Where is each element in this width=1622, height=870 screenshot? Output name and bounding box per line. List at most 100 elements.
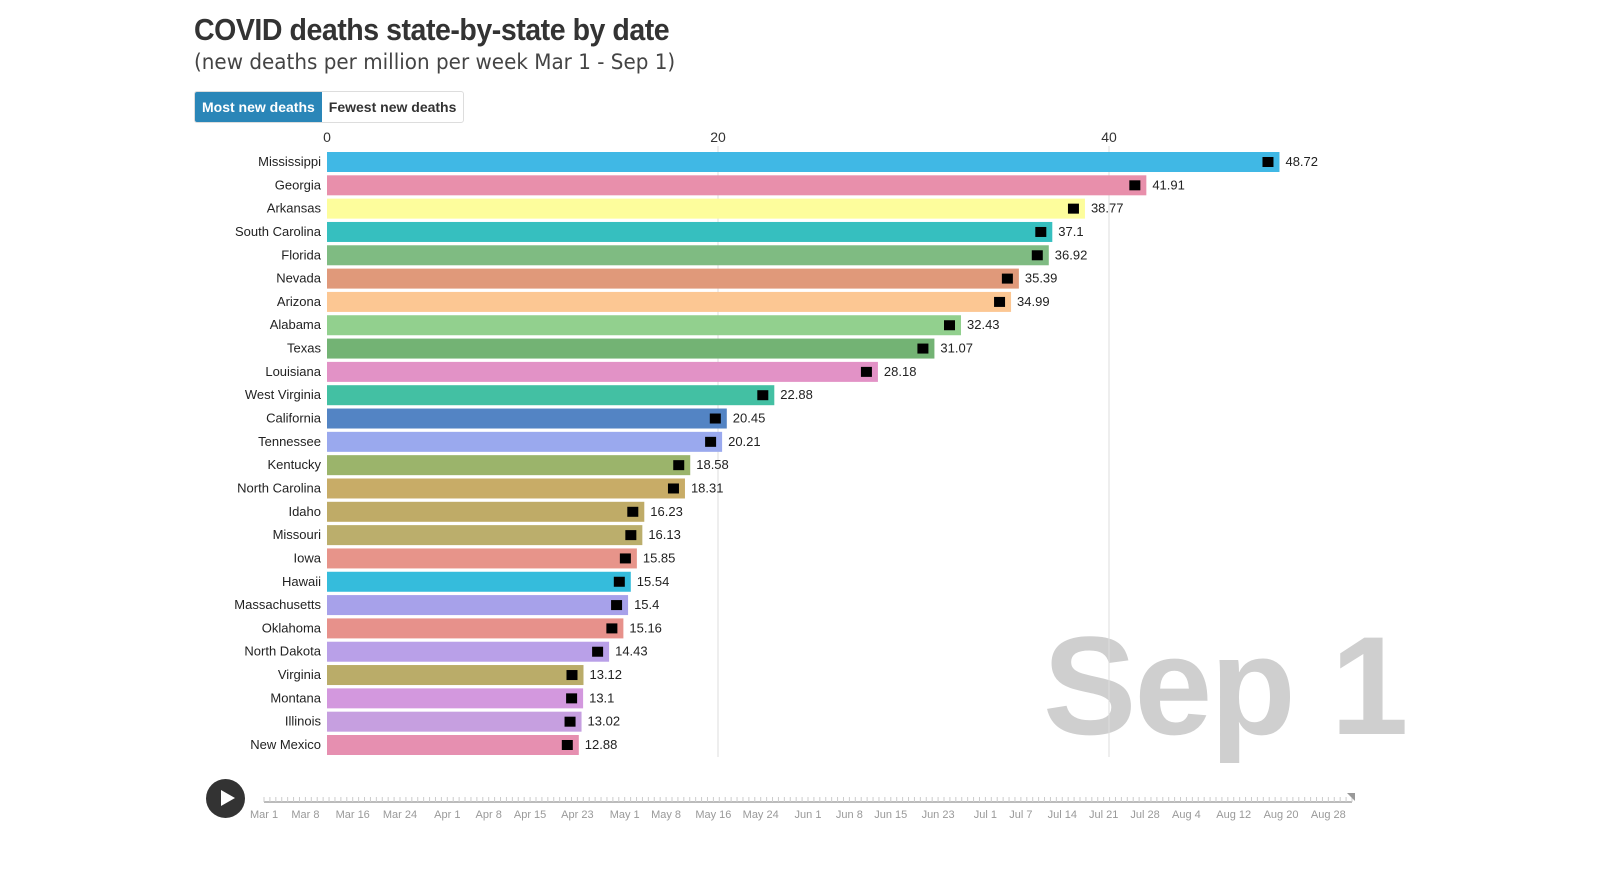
- category-label: California: [266, 411, 322, 426]
- value-label: 38.77: [1091, 201, 1124, 216]
- bar: [327, 501, 645, 522]
- x-tick-label: 20: [710, 129, 726, 145]
- state-shape-icon: [613, 576, 625, 587]
- current-date-label: Sep 1: [1043, 607, 1409, 764]
- timeline-label: May 24: [743, 809, 779, 821]
- play-button[interactable]: [206, 779, 245, 818]
- timeline-label: May 16: [695, 809, 731, 821]
- category-label: Oklahoma: [262, 620, 322, 635]
- state-shape-icon: [757, 390, 769, 401]
- category-label: West Virginia: [245, 387, 322, 402]
- value-label: 15.4: [634, 597, 659, 612]
- state-shape-icon: [561, 740, 573, 750]
- timeline-handle[interactable]: [1347, 793, 1355, 801]
- category-label: Florida: [281, 247, 322, 262]
- state-shape-icon: [625, 530, 637, 541]
- state-shape-icon: [1129, 180, 1141, 191]
- state-shape-icon: [667, 483, 679, 494]
- category-label: Nevada: [276, 271, 322, 286]
- category-label: Massachusetts: [234, 597, 321, 612]
- value-label: 35.39: [1025, 271, 1058, 286]
- value-label: 41.91: [1152, 177, 1185, 192]
- value-label: 16.23: [650, 504, 683, 519]
- state-shape-icon: [709, 413, 721, 424]
- bar: [327, 548, 637, 569]
- category-label: Tennessee: [258, 434, 321, 449]
- bar: [327, 525, 643, 546]
- bar: [327, 431, 723, 452]
- state-shape-icon: [705, 436, 717, 447]
- fewest-new-deaths-button[interactable]: Fewest new deaths: [328, 99, 457, 115]
- timeline-label: Apr 8: [476, 809, 502, 821]
- timeline-label: Apr 23: [561, 809, 593, 821]
- category-label: Arizona: [277, 294, 322, 309]
- state-shape-icon: [994, 296, 1006, 307]
- timeline-label: Jun 15: [874, 809, 907, 821]
- bar: [327, 315, 962, 336]
- value-label: 31.07: [940, 341, 973, 356]
- bar: [327, 618, 624, 639]
- bar: [327, 385, 775, 406]
- timeline-label: Apr 1: [434, 809, 460, 821]
- value-label: 12.88: [585, 737, 618, 752]
- bar: [327, 688, 584, 709]
- sort-toggle: Most new deaths Fewest new deaths: [194, 91, 465, 123]
- value-label: 36.92: [1055, 247, 1088, 262]
- bar: [327, 152, 1280, 172]
- value-label: 28.18: [884, 364, 917, 379]
- category-label: Alabama: [270, 317, 322, 332]
- bar: [327, 571, 631, 592]
- timeline-label: Jul 14: [1048, 809, 1077, 821]
- timeline-label: Aug 20: [1264, 809, 1299, 821]
- value-label: 32.43: [967, 317, 1000, 332]
- value-label: 15.16: [629, 620, 662, 635]
- bar: [327, 221, 1053, 242]
- bar: [327, 641, 610, 662]
- x-tick-label: 40: [1101, 129, 1117, 145]
- value-label: 14.43: [615, 644, 648, 659]
- timeline-label: Aug 12: [1216, 809, 1251, 821]
- most-new-deaths-button[interactable]: Most new deaths: [195, 92, 322, 122]
- state-shape-icon: [619, 553, 631, 564]
- category-label: Iowa: [294, 550, 322, 565]
- category-label: Georgia: [275, 177, 322, 192]
- bar: [327, 455, 691, 476]
- state-shape-icon: [592, 646, 604, 657]
- timeline-label: Mar 24: [383, 809, 417, 821]
- timeline-label: Jun 8: [836, 809, 863, 821]
- bar: [327, 245, 1049, 266]
- category-label: New Mexico: [250, 737, 321, 752]
- bar: [327, 268, 1019, 289]
- bar: [327, 665, 584, 686]
- value-label: 18.31: [691, 480, 724, 495]
- value-label: 18.58: [696, 457, 729, 472]
- state-shape-icon: [917, 343, 929, 354]
- category-label: Missouri: [273, 527, 322, 542]
- bar: [327, 735, 579, 755]
- value-label: 20.21: [728, 434, 761, 449]
- state-shape-icon: [566, 670, 578, 681]
- value-label: 16.13: [648, 527, 681, 542]
- state-shape-icon: [1001, 273, 1013, 284]
- page-title: COVID deaths state-by-state by date: [194, 12, 670, 47]
- category-label: South Carolina: [235, 224, 322, 239]
- category-label: Mississippi: [258, 154, 321, 169]
- bar: [327, 711, 582, 732]
- timeline-label: May 8: [651, 809, 681, 821]
- timeline-label: Jul 28: [1130, 809, 1159, 821]
- bar: [327, 408, 727, 429]
- bar: [327, 478, 685, 499]
- state-shape-icon: [611, 600, 623, 611]
- category-label: Arkansas: [267, 201, 322, 216]
- timeline-label: Apr 15: [514, 809, 546, 821]
- timeline-label: Mar 8: [291, 809, 319, 821]
- category-label: Illinois: [285, 714, 322, 729]
- state-shape-icon: [1035, 226, 1047, 237]
- category-label: Texas: [287, 341, 321, 356]
- category-label: Idaho: [288, 504, 321, 519]
- timeline-label: Aug 4: [1172, 809, 1201, 821]
- timeline-label: Jul 7: [1009, 809, 1032, 821]
- value-label: 13.1: [589, 690, 614, 705]
- bar: [327, 361, 878, 382]
